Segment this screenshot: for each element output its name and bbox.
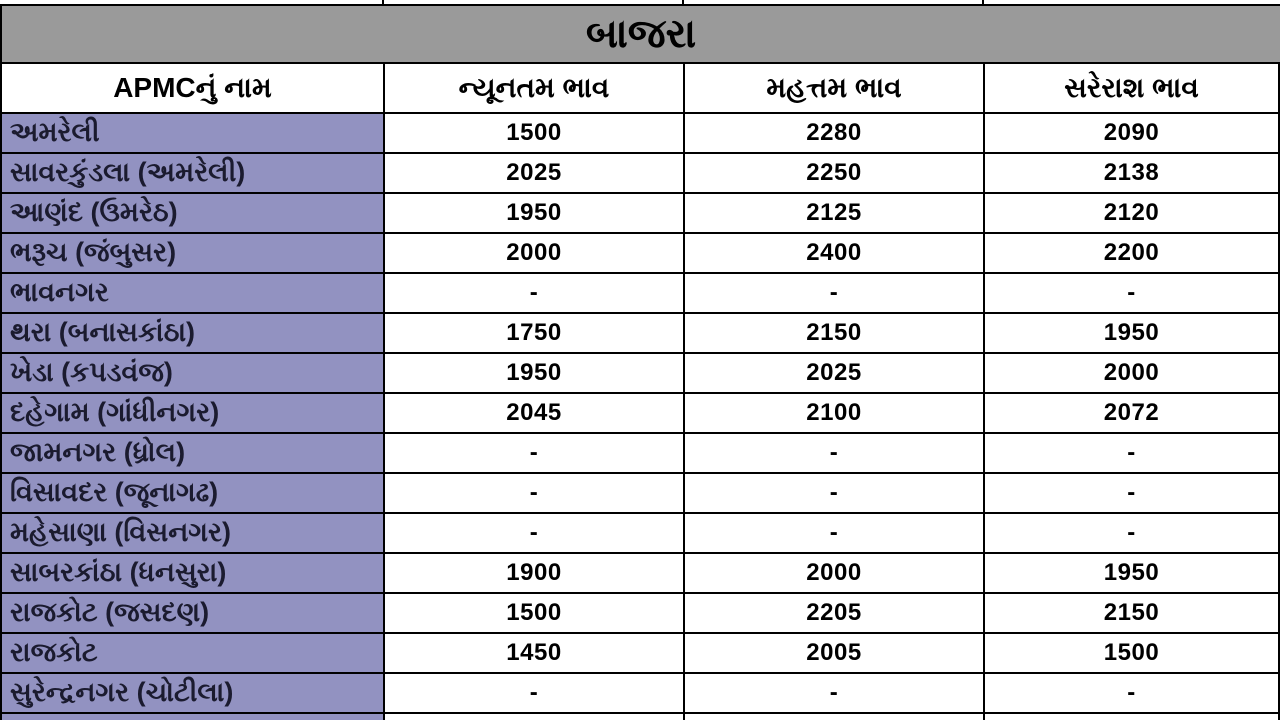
min-price-cell: 1750 xyxy=(385,314,685,352)
table-row: સાબરકાંઠા (ધનસુરા) 1900 2000 1950 xyxy=(0,554,1280,594)
min-price-cell: - xyxy=(385,674,685,712)
max-price-cell: 2150 xyxy=(685,314,985,352)
commodity-title: બાજરા xyxy=(0,4,1280,64)
apmc-name-cell: ભાવનગર xyxy=(2,274,385,312)
header-min-price: ન્યૂનતમ ભાવ xyxy=(385,64,685,112)
avg-price-cell: 2000 xyxy=(985,354,1280,392)
max-price-cell: 2205 xyxy=(685,594,985,632)
avg-price-cell: 2120 xyxy=(985,194,1280,232)
max-price-cell: 2000 xyxy=(685,554,985,592)
min-price-cell: 2000 xyxy=(385,234,685,272)
apmc-name-cell: જામનગર (ધ્રોલ) xyxy=(2,434,385,472)
max-price-cell: 2005 xyxy=(685,634,985,672)
max-price-cell: 2100 xyxy=(685,394,985,432)
table-row: અમરેલી 1500 2280 2090 xyxy=(0,114,1280,154)
table-row: વિસાવદર (જૂનાગઢ) - - - xyxy=(0,474,1280,514)
avg-price-cell: - xyxy=(985,434,1280,472)
min-price-cell: - xyxy=(385,474,685,512)
avg-price-cell: 2150 xyxy=(985,594,1280,632)
top-strip xyxy=(0,0,1280,4)
column-divider-tick xyxy=(382,0,384,4)
apmc-name-cell: દહેગામ (ગાંધીનગર) xyxy=(2,394,385,432)
apmc-name-cell: થરા (બનાસકાંઠા) xyxy=(2,314,385,352)
partial-name-cell xyxy=(2,714,385,720)
table-row: સુરેન્દ્રનગર (ચોટીલા) - - - xyxy=(0,674,1280,714)
min-price-cell: 1950 xyxy=(385,354,685,392)
max-price-cell: 2400 xyxy=(685,234,985,272)
partial-next-row xyxy=(0,714,1280,720)
table-header: APMCનું નામ ન્યૂનતમ ભાવ મહત્તમ ભાવ સરેરા… xyxy=(0,64,1280,114)
table-row: ખેડા (કપડવંજ) 1950 2025 2000 xyxy=(0,354,1280,394)
table-row: આણંદ (ઉમરેઠ) 1950 2125 2120 xyxy=(0,194,1280,234)
header-max-price: મહત્તમ ભાવ xyxy=(685,64,985,112)
table-row: ભરૂચ (જંબુસર) 2000 2400 2200 xyxy=(0,234,1280,274)
max-price-cell: 2125 xyxy=(685,194,985,232)
avg-price-cell: 1950 xyxy=(985,314,1280,352)
apmc-name-cell: સુરેન્દ્રનગર (ચોટીલા) xyxy=(2,674,385,712)
max-price-cell: 2025 xyxy=(685,354,985,392)
apmc-name-cell: અમરેલી xyxy=(2,114,385,152)
max-price-cell: - xyxy=(685,674,985,712)
header-apmc-name: APMCનું નામ xyxy=(2,64,385,112)
avg-price-cell: - xyxy=(985,474,1280,512)
min-price-cell: - xyxy=(385,434,685,472)
avg-price-cell: 2138 xyxy=(985,154,1280,192)
min-price-cell: 1450 xyxy=(385,634,685,672)
min-price-cell: 2045 xyxy=(385,394,685,432)
apmc-name-cell: આણંદ (ઉમરેઠ) xyxy=(2,194,385,232)
avg-price-cell: - xyxy=(985,514,1280,552)
table-row: સાવરકુંડલા (અમરેલી) 2025 2250 2138 xyxy=(0,154,1280,194)
min-price-cell: 1500 xyxy=(385,114,685,152)
partial-cell xyxy=(685,714,985,720)
table-row: મહેસાણા (વિસનગર) - - - xyxy=(0,514,1280,554)
apmc-name-cell: ભરૂચ (જંબુસર) xyxy=(2,234,385,272)
avg-price-cell: 2072 xyxy=(985,394,1280,432)
max-price-cell: - xyxy=(685,274,985,312)
partial-cell xyxy=(385,714,685,720)
table-row: રાજકોટ (જસદણ) 1500 2205 2150 xyxy=(0,594,1280,634)
max-price-cell: 2250 xyxy=(685,154,985,192)
header-avg-price: સરેરાશ ભાવ xyxy=(985,64,1280,112)
apmc-name-cell: મહેસાણા (વિસનગર) xyxy=(2,514,385,552)
apmc-name-cell: ખેડા (કપડવંજ) xyxy=(2,354,385,392)
table-row: ભાવનગર - - - xyxy=(0,274,1280,314)
max-price-cell: 2280 xyxy=(685,114,985,152)
apmc-name-cell: રાજકોટ (જસદણ) xyxy=(2,594,385,632)
min-price-cell: 1900 xyxy=(385,554,685,592)
avg-price-cell: 1500 xyxy=(985,634,1280,672)
table-row: દહેગામ (ગાંધીનગર) 2045 2100 2072 xyxy=(0,394,1280,434)
apmc-name-cell: સાબરકાંઠા (ધનસુરા) xyxy=(2,554,385,592)
max-price-cell: - xyxy=(685,514,985,552)
table-row: થરા (બનાસકાંઠા) 1750 2150 1950 xyxy=(0,314,1280,354)
column-divider-tick xyxy=(682,0,684,4)
apmc-name-cell: વિસાવદર (જૂનાગઢ) xyxy=(2,474,385,512)
table-body: અમરેલી 1500 2280 2090 સાવરકુંડલા (અમરેલી) 202… xyxy=(0,114,1280,714)
apmc-name-cell: સાવરકુંડલા (અમરેલી) xyxy=(2,154,385,192)
max-price-cell: - xyxy=(685,474,985,512)
max-price-cell: - xyxy=(685,434,985,472)
min-price-cell: 1500 xyxy=(385,594,685,632)
table-row: જામનગર (ધ્રોલ) - - - xyxy=(0,434,1280,474)
avg-price-cell: 2090 xyxy=(985,114,1280,152)
partial-cell xyxy=(985,714,1280,720)
avg-price-cell: - xyxy=(985,674,1280,712)
avg-price-cell: 1950 xyxy=(985,554,1280,592)
column-divider-tick xyxy=(982,0,984,4)
table-row: રાજકોટ 1450 2005 1500 xyxy=(0,634,1280,674)
avg-price-cell: - xyxy=(985,274,1280,312)
min-price-cell: 1950 xyxy=(385,194,685,232)
min-price-cell: - xyxy=(385,274,685,312)
min-price-cell: - xyxy=(385,514,685,552)
avg-price-cell: 2200 xyxy=(985,234,1280,272)
min-price-cell: 2025 xyxy=(385,154,685,192)
apmc-name-cell: રાજકોટ xyxy=(2,634,385,672)
